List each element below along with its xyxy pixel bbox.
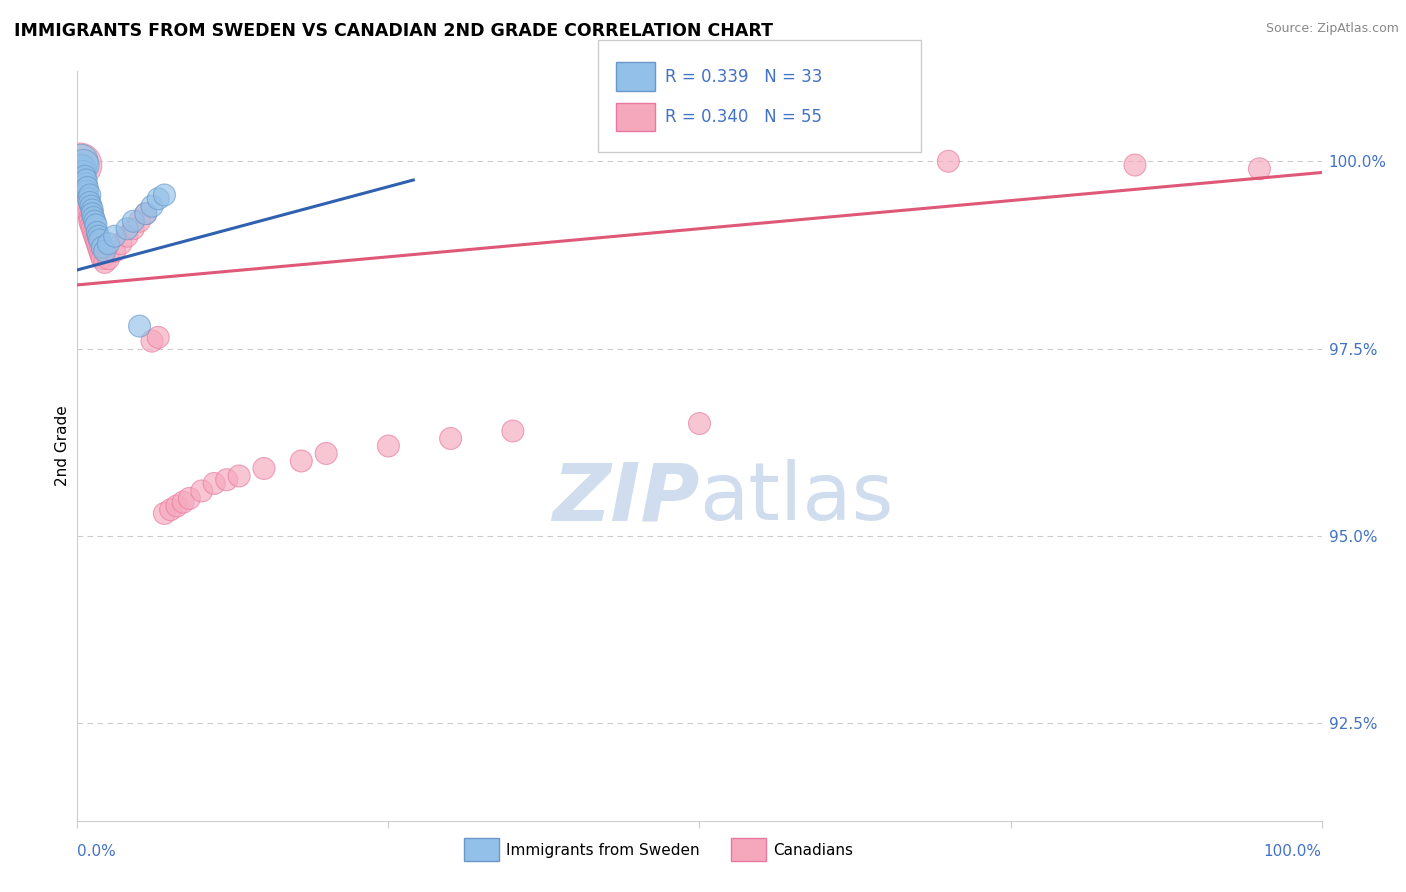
Point	[90, 248, 112, 262]
Point	[87, 240, 110, 254]
Point	[115, 221, 138, 235]
Point	[502, 424, 524, 438]
Point	[79, 211, 101, 225]
Point	[689, 417, 711, 431]
Y-axis label: 2nd Grade: 2nd Grade	[55, 406, 70, 486]
Point	[73, 184, 96, 198]
Point	[79, 188, 101, 202]
Point	[128, 214, 150, 228]
Point	[77, 207, 100, 221]
Point	[72, 161, 94, 176]
Point	[72, 180, 94, 194]
Point	[80, 199, 103, 213]
Point	[93, 244, 115, 259]
Point	[938, 154, 960, 169]
Point	[75, 192, 97, 206]
Point	[72, 165, 94, 179]
Point	[70, 161, 93, 176]
Point	[70, 165, 93, 179]
Point	[89, 244, 111, 259]
Point	[91, 240, 114, 254]
Point	[72, 177, 94, 191]
Text: 100.0%: 100.0%	[1264, 845, 1322, 859]
Point	[153, 507, 176, 521]
Point	[83, 229, 105, 244]
Text: ZIP: ZIP	[553, 459, 700, 538]
Point	[77, 192, 100, 206]
Point	[73, 169, 96, 184]
Point	[87, 229, 110, 244]
Point	[75, 173, 97, 187]
Point	[76, 184, 98, 198]
Point	[104, 244, 127, 259]
Point	[159, 502, 181, 516]
Text: R = 0.339   N = 33: R = 0.339 N = 33	[665, 68, 823, 86]
Point	[191, 483, 214, 498]
Point	[253, 461, 276, 475]
Point	[315, 446, 337, 460]
Text: atlas: atlas	[700, 459, 894, 538]
Point	[153, 188, 176, 202]
Point	[86, 226, 108, 240]
Point	[122, 214, 145, 228]
Point	[148, 330, 170, 344]
Point	[290, 454, 312, 468]
Point	[148, 192, 170, 206]
Point	[84, 218, 107, 232]
Text: 0.0%: 0.0%	[77, 845, 117, 859]
Point	[76, 180, 98, 194]
Point	[75, 195, 97, 210]
Point	[1249, 161, 1271, 176]
Point	[69, 158, 91, 172]
Text: IMMIGRANTS FROM SWEDEN VS CANADIAN 2ND GRADE CORRELATION CHART: IMMIGRANTS FROM SWEDEN VS CANADIAN 2ND G…	[14, 22, 773, 40]
Point	[440, 432, 463, 446]
Point	[135, 207, 157, 221]
Point	[82, 221, 104, 235]
Point	[97, 252, 120, 266]
Point	[228, 469, 250, 483]
Point	[84, 233, 107, 247]
Point	[202, 476, 225, 491]
Point	[128, 319, 150, 334]
Text: R = 0.340   N = 55: R = 0.340 N = 55	[665, 108, 823, 126]
Point	[83, 214, 105, 228]
Point	[141, 199, 163, 213]
Point	[91, 252, 114, 266]
Point	[75, 177, 97, 191]
Point	[86, 236, 108, 251]
Point	[166, 499, 188, 513]
Point	[70, 154, 93, 169]
Point	[215, 473, 238, 487]
Point	[122, 221, 145, 235]
Point	[1123, 158, 1146, 172]
Point	[76, 199, 98, 213]
Point	[70, 158, 93, 172]
Point	[115, 229, 138, 244]
Point	[135, 207, 157, 221]
Point	[82, 207, 104, 221]
Point	[172, 495, 194, 509]
Point	[73, 188, 96, 202]
Point	[141, 334, 163, 348]
Point	[110, 236, 132, 251]
Point	[104, 229, 127, 244]
Point	[377, 439, 399, 453]
Text: Source: ZipAtlas.com: Source: ZipAtlas.com	[1265, 22, 1399, 36]
Point	[179, 491, 201, 506]
Point	[76, 202, 98, 217]
Point	[89, 233, 111, 247]
Point	[79, 214, 101, 228]
Point	[80, 218, 103, 232]
Point	[72, 158, 94, 172]
Point	[72, 173, 94, 187]
Point	[79, 195, 101, 210]
Point	[72, 169, 94, 184]
Text: Canadians: Canadians	[773, 843, 853, 857]
Point	[93, 255, 115, 269]
Point	[83, 211, 105, 225]
Point	[83, 226, 105, 240]
Text: Immigrants from Sweden: Immigrants from Sweden	[506, 843, 700, 857]
Point	[97, 236, 120, 251]
Point	[82, 202, 104, 217]
